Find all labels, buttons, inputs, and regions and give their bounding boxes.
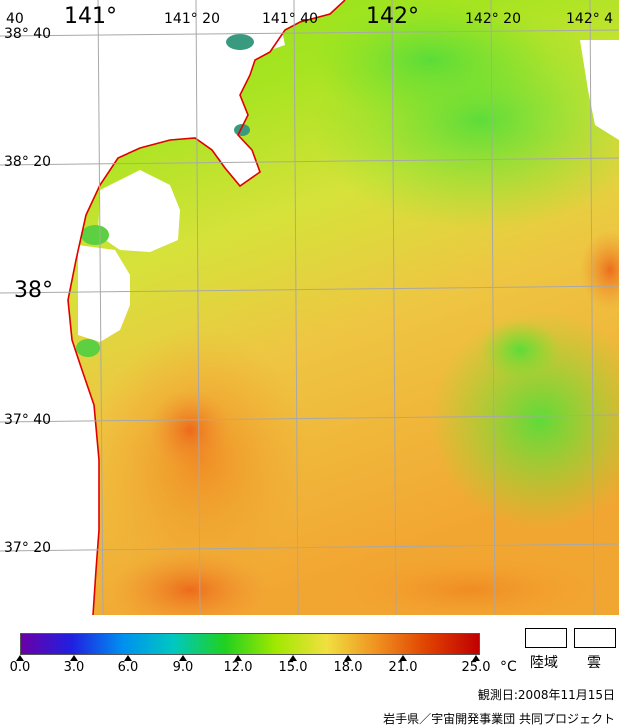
coastal-patch [81, 225, 109, 245]
latitude-label: 37° 40 [4, 412, 52, 428]
latitude-label: 38° [14, 278, 53, 303]
warm-water-patch [580, 230, 619, 310]
graticule [0, 0, 619, 615]
land-area [0, 0, 345, 615]
cloud-mask [258, 22, 285, 52]
latitude-label: 37° 20 [4, 540, 52, 556]
cloud-legend-label: 雲 [587, 655, 601, 671]
coastal-patch [76, 339, 100, 357]
colorbar-tick-mark [70, 655, 78, 661]
colorbar-tick-label: 3.0 [63, 660, 85, 675]
longitude-label: 141° [64, 4, 117, 29]
bay-patch [234, 124, 250, 136]
colorbar-tick-mark [179, 655, 187, 661]
cloud-legend-swatch [574, 628, 616, 648]
warm-water-patch [150, 390, 230, 470]
colorbar-tick-mark [234, 655, 242, 661]
temperature-unit: °C [500, 659, 517, 675]
colorbar-tick-label: 18.0 [333, 660, 363, 675]
longitude-label: 142° 4 [566, 11, 614, 27]
coastline [67, 0, 346, 615]
cloud-mask [78, 245, 130, 342]
latitude-label: 38° 40 [4, 26, 52, 42]
colorbar-tick-label: 12.0 [223, 660, 253, 675]
longitude-label: 141° 40 [262, 11, 318, 27]
temperature-colorbar [20, 633, 480, 655]
longitude-label: 141° 20 [164, 11, 220, 27]
colorbar-tick-label: 9.0 [172, 660, 194, 675]
colorbar-tick-mark [124, 655, 132, 661]
cool-water-patch [310, 0, 550, 120]
credit-text: 岩手県／宇宙開発事業団 共同プロジェクト [383, 712, 615, 725]
colorbar-tick-mark [16, 655, 24, 661]
longitude-label: 40 [6, 11, 24, 27]
observation-date: 観測日:2008年11月15日 [477, 688, 615, 702]
cool-water-patch [430, 310, 619, 530]
colorbar-tick-mark [399, 655, 407, 661]
longitude-label: 142° [366, 4, 419, 29]
latitude-label: 38° 20 [4, 154, 52, 170]
colorbar-tick-label: 21.0 [388, 660, 418, 675]
colorbar-tick-mark [289, 655, 297, 661]
cloud-mask [580, 40, 619, 140]
colorbar-tick-mark [472, 655, 480, 661]
colorbar-tick-label: 15.0 [278, 660, 308, 675]
land-legend-swatch [525, 628, 567, 648]
sea-surface-temperature-map [0, 0, 619, 615]
colorbar-tick-mark [344, 655, 352, 661]
cool-water-patch [480, 320, 560, 380]
colorbar-tick-label: 25.0 [461, 660, 491, 675]
bay-patch [226, 34, 254, 50]
land-legend-label: 陸域 [530, 655, 558, 671]
longitude-label: 142° 20 [465, 11, 521, 27]
colorbar-tick-label: 0.0 [9, 660, 31, 675]
cloud-mask [98, 170, 180, 252]
warm-water-patch [320, 550, 619, 615]
colorbar-tick-label: 6.0 [117, 660, 139, 675]
warm-water-patch [110, 550, 270, 615]
